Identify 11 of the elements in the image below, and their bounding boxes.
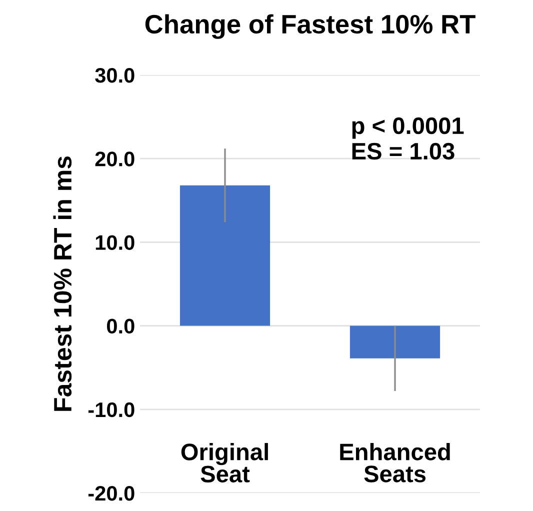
chart-title: Change of Fastest 10% RT xyxy=(145,14,476,39)
y-tick-label: 10.0 xyxy=(96,235,134,250)
y-tick-label: -20.0 xyxy=(88,486,134,501)
y-tick-label: -10.0 xyxy=(88,402,134,418)
x-tick-label: Enhanced Seats xyxy=(340,443,450,482)
x-tick-label: Original Seat xyxy=(181,443,268,482)
y-axis-title: Fastest 10% RT in ms xyxy=(53,156,72,411)
y-tick-label: 0.0 xyxy=(107,318,134,334)
y-tick-label: 30.0 xyxy=(95,68,134,83)
y-tick-label: 20.0 xyxy=(95,152,134,166)
annotation: p < 0.0001 ES = 1.03 xyxy=(352,117,464,160)
